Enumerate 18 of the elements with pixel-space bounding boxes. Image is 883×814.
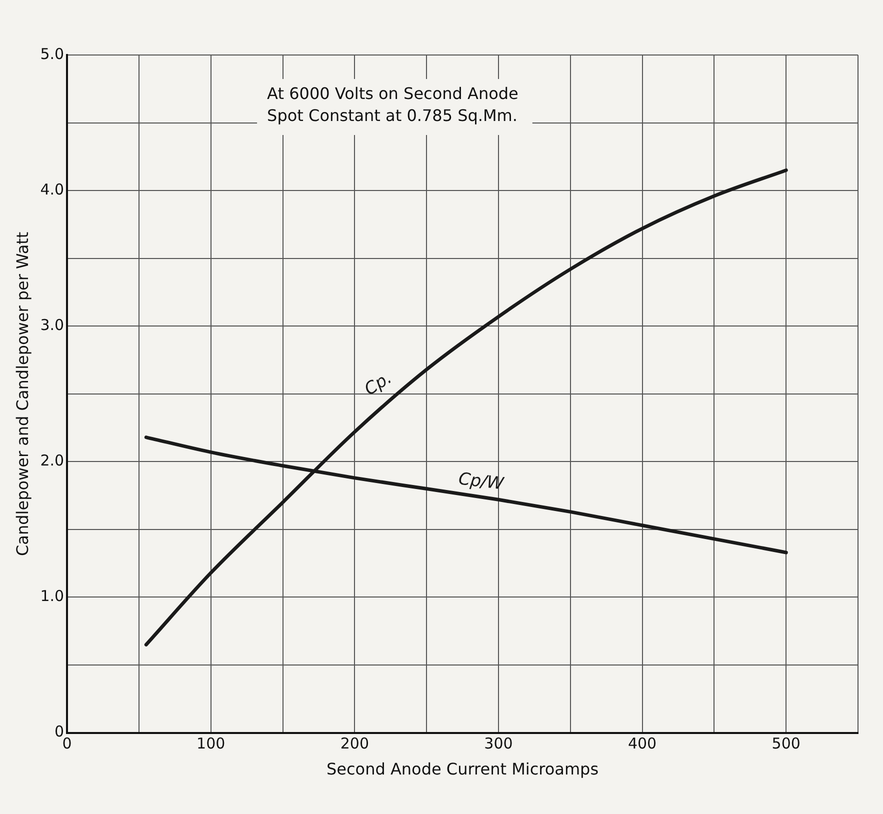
y-tick-label: 5.0: [40, 44, 64, 63]
x-tick-label: 400: [628, 734, 657, 753]
line-series: [144, 168, 788, 646]
annotation: Spot Constant at 0.785 Sq.Mm.: [267, 106, 518, 126]
y-tick-label: 2.0: [40, 452, 64, 470]
x-axis-title: Second Anode Current Microamps: [326, 760, 599, 779]
y-tick-label: 0: [54, 722, 64, 741]
annotation: At 6000 Volts on Second Anode: [267, 84, 518, 104]
x-tick-label: 200: [340, 734, 369, 753]
text: Cp.: [361, 368, 396, 400]
x-tick-label: 300: [484, 734, 513, 753]
y-axis-title: Candlepower and Candlepower per Watt: [12, 232, 32, 556]
x-tick-label: 100: [196, 734, 226, 753]
text: Cp/W: [457, 469, 506, 495]
y-tick-label: 4.0: [40, 180, 64, 198]
y-tick-label: 3.0: [40, 316, 64, 334]
y-tick-label: 1.0: [40, 587, 64, 606]
x-tick-label: 500: [772, 734, 800, 753]
